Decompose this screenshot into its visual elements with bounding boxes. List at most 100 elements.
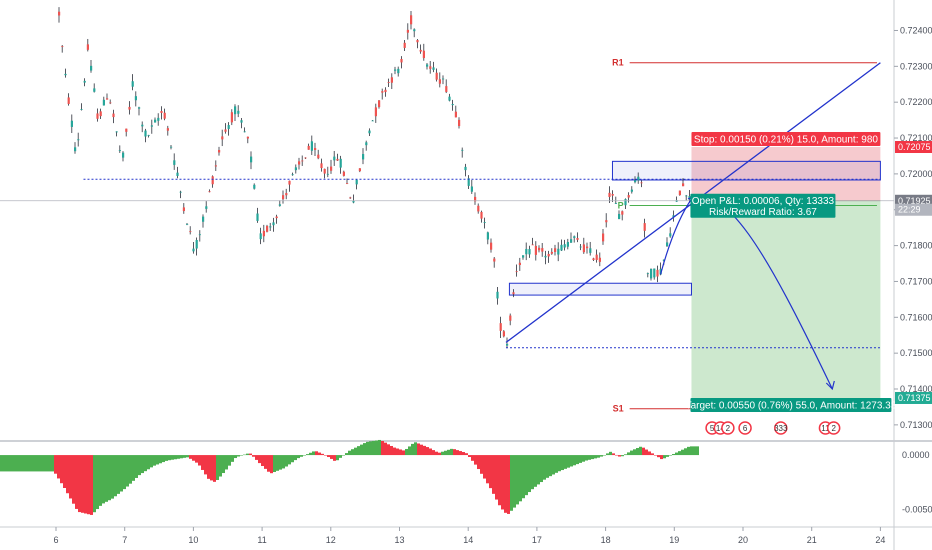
event-flag-icon[interactable] [738, 421, 752, 435]
candle-body [442, 78, 445, 80]
candle-body [275, 216, 278, 219]
candle-body [186, 223, 189, 225]
candle-body [67, 97, 70, 104]
oscillator-bar [339, 455, 342, 458]
candle-body [310, 141, 313, 151]
oscillator-bar [639, 446, 642, 456]
candle-body [406, 29, 409, 33]
oscillator-bar [312, 451, 315, 456]
candle-body [509, 315, 512, 321]
event-flag-icon[interactable] [774, 421, 788, 435]
oscillator-bar [201, 455, 204, 470]
candle-body [182, 207, 185, 212]
oscillator-bar [285, 455, 288, 467]
oscillator-bar [597, 455, 600, 458]
candle-body [483, 222, 486, 223]
candle-body [454, 111, 457, 118]
candle-body [525, 248, 528, 255]
oscillator-bar [240, 455, 243, 456]
candle-body [173, 160, 176, 165]
oscillator-bar [561, 455, 564, 471]
oscillator-bar [663, 455, 666, 459]
oscillator-bar [192, 455, 195, 461]
oscillator-bar [444, 450, 447, 456]
oscillator-bar [165, 455, 168, 461]
pnl-label-box [690, 193, 836, 218]
candle-body [234, 106, 237, 115]
candle-body [272, 222, 275, 226]
oscillator-bar [105, 455, 108, 502]
economic-events[interactable]: 5 14 2 6 333 11 2 [705, 421, 841, 435]
oscillator-bar [330, 455, 333, 459]
candle-body [605, 220, 608, 223]
oscillator-bar [624, 454, 627, 456]
range-box[interactable] [611, 160, 881, 181]
price-tick-label: 0.72000 [900, 169, 932, 179]
oscillator-bar [501, 455, 504, 510]
oscillator-bar [0, 455, 3, 472]
oscillator-bar [516, 455, 519, 505]
oscillator-bar [255, 455, 258, 460]
candle-body [586, 246, 589, 249]
oscillator-bar [141, 455, 144, 474]
oscillator-bar [30, 455, 33, 472]
price-tag [895, 203, 932, 216]
oscillator-bar [570, 455, 573, 467]
oscillator-bar [594, 455, 597, 459]
oscillator-bar [243, 454, 246, 456]
candle-body [506, 343, 509, 346]
oscillator-bar [21, 455, 24, 472]
oscillator-bar [129, 455, 132, 484]
oscillator-bar [384, 442, 387, 456]
candle-body [630, 189, 633, 192]
candle-body [349, 197, 352, 199]
pivot-label-p: P [618, 200, 624, 210]
candle-body [202, 216, 205, 222]
candle-body [307, 145, 310, 150]
oscillator-bar [477, 455, 480, 470]
oscillator-bar [417, 443, 420, 456]
candle-body [106, 98, 109, 100]
event-count: 2 [831, 424, 836, 433]
price-tag-label: 0.71375 [898, 393, 931, 403]
oscillator-bar [423, 445, 426, 456]
candle-body [640, 182, 643, 184]
oscillator-bar [507, 455, 510, 514]
candle-body [656, 269, 659, 277]
oscillator-bar [405, 448, 408, 456]
oscillator-bar [54, 455, 57, 474]
candle-body [83, 80, 86, 83]
candle-body [195, 240, 198, 249]
candle-body [563, 244, 566, 248]
oscillator-bar [600, 455, 603, 457]
oscillator-bar [195, 455, 198, 463]
candle-body [259, 233, 262, 240]
oscillator-bar [180, 455, 183, 459]
event-flag-icon[interactable] [721, 421, 735, 435]
oscillator-bar [69, 455, 72, 499]
range-box[interactable] [508, 282, 692, 296]
oscillator-bar [363, 443, 366, 456]
candle-body [192, 248, 195, 252]
candle-body [336, 158, 339, 161]
time-tick-label: 11 [257, 535, 266, 545]
candle-body [678, 190, 681, 196]
oscillator-bar [270, 455, 273, 474]
oscillator-bar [420, 444, 423, 456]
oscillator-bar [591, 455, 594, 460]
oscillator-bar [633, 449, 636, 456]
candle-body [93, 88, 96, 92]
stop-label-box [691, 132, 881, 146]
candle-body [419, 49, 422, 52]
stop-label-text: Stop: 0.00150 (0.21%) 15.0, Amount: 980 [694, 135, 878, 146]
oscillator-bar [576, 455, 579, 465]
oscillator-bar [231, 455, 234, 462]
event-flag-icon[interactable] [826, 421, 841, 435]
candle-body [115, 131, 118, 133]
candle-body [650, 268, 653, 279]
oscillator-bar [585, 455, 588, 461]
curved-trend-arc[interactable] [659, 198, 692, 275]
candle-body [666, 242, 669, 247]
oscillator-bar [39, 455, 42, 472]
